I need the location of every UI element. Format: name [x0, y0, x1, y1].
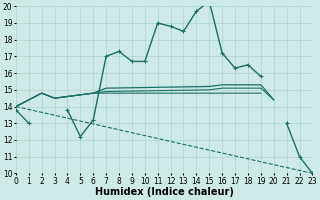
X-axis label: Humidex (Indice chaleur): Humidex (Indice chaleur) [95, 187, 234, 197]
